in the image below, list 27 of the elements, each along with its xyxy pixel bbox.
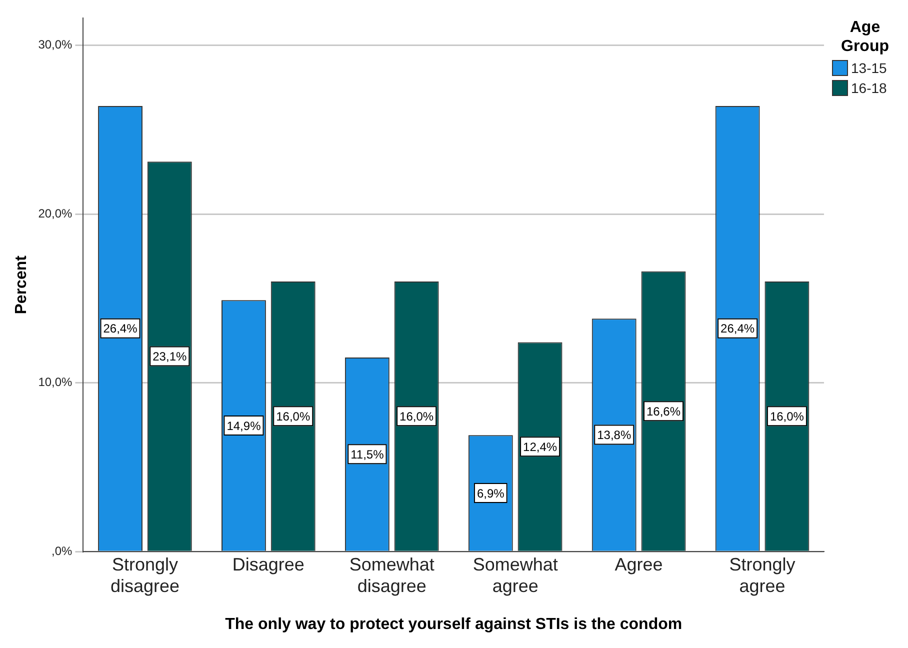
data-label: 13,8% xyxy=(597,428,632,442)
data-label: 11,5% xyxy=(350,447,384,462)
data-label: 16,0% xyxy=(770,410,804,424)
y-tick-label: 20,0% xyxy=(38,206,73,220)
data-label: 23,1% xyxy=(152,350,187,364)
x-tick-label: Somewhat agree xyxy=(472,554,558,596)
data-label: 14,9% xyxy=(226,418,262,433)
data-label: 6,9% xyxy=(476,486,505,500)
y-tick-label: 10,0% xyxy=(38,375,73,390)
data-label: 26,4% xyxy=(720,322,755,336)
legend-title: Age Group xyxy=(840,18,890,56)
x-tick-label: Strongly agree xyxy=(729,554,796,596)
x-tick-label: Agree xyxy=(614,554,663,574)
y-axis-title: Percent xyxy=(13,254,30,314)
y-tick-label: ,0% xyxy=(52,544,73,558)
data-label: 26,4% xyxy=(103,322,138,336)
x-tick-label: Strongly disagree xyxy=(110,554,180,596)
legend-label: 13-15 xyxy=(851,60,887,76)
y-tick-label: 30,0% xyxy=(38,38,73,52)
legend-label: 16-18 xyxy=(851,80,887,96)
x-axis-title: The only way to protect yourself against STIs is the condom xyxy=(225,616,682,633)
data-label: 12,4% xyxy=(523,440,558,454)
x-tick-label: Disagree xyxy=(232,554,304,574)
data-label: 16,0% xyxy=(400,410,434,424)
data-label: 16,0% xyxy=(276,410,310,424)
data-label: 16,6% xyxy=(646,404,681,418)
x-tick-label: Somewhat disagree xyxy=(349,554,434,596)
